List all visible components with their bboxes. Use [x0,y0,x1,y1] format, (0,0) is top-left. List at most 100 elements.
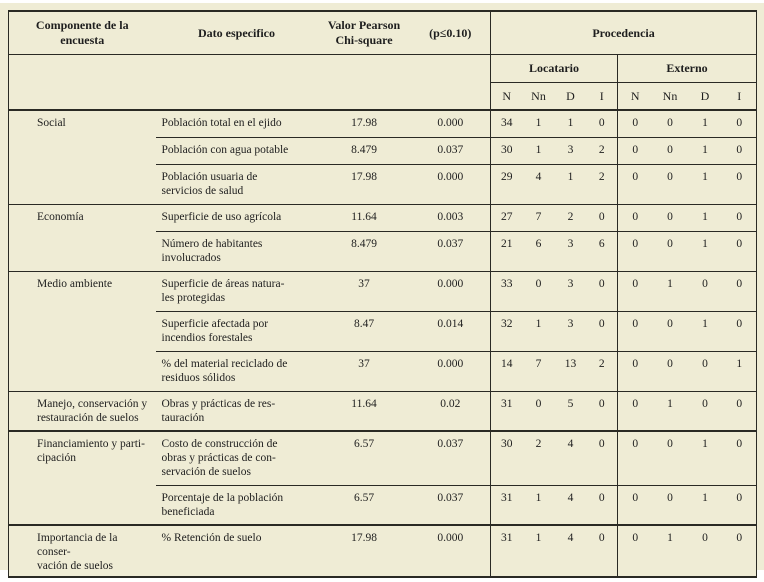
cell-externo-d: 1 [687,163,723,204]
cell-locatario-i: 0 [586,310,618,351]
cell-locatario-i: 0 [586,390,618,431]
table-row: Financiamiento y parti- cipación Costo de… [8,430,757,525]
cell-locatario-nn: 7 [522,203,555,231]
cell-dato: Costo de construcción de obras y práctic… [155,430,318,485]
cell-locatario-n: 31 [490,484,523,525]
cell-p: 0.000 [410,524,491,577]
cell-dato: Superficie de uso agrícola [155,203,318,231]
cell-locatario-d: 3 [554,270,587,311]
cell-locatario-d: 13 [554,350,587,391]
cell-dato: Número de habitantes involucrados [155,230,318,271]
cell-externo-n: 0 [617,230,653,271]
cell-dato: Superficie de áreas natura- les protegid… [155,270,318,311]
cell-locatario-n: 21 [490,230,523,271]
col-header-externo: Externo [617,54,757,83]
cell-locatario-i: 0 [586,484,618,525]
cell-dato: Población con agua potable [155,136,318,164]
cell-locatario-n: 31 [490,390,523,431]
cell-locatario-d: 3 [554,230,587,271]
cell-externo-n: 0 [617,109,653,137]
cell-p: 0.000 [410,350,491,391]
header-empty-cell [8,54,491,111]
cell-locatario-n: 34 [490,109,523,137]
cell-dato: Superficie afectada por incendios forest… [155,310,318,351]
cell-locatario-n: 14 [490,350,523,391]
cell-locatario-i: 2 [586,136,618,164]
cell-locatario-n: 32 [490,310,523,351]
cell-valor: 17.98 [317,109,411,137]
cell-p: 0.037 [410,430,491,485]
col-header-ext-i: I [722,82,757,111]
cell-dato: Población total en el ejido [155,109,318,137]
header-row-subcols: N Nn D I N Nn D I [9,82,757,111]
cell-p: 0.003 [410,203,491,231]
cell-locatario-n: 30 [490,136,523,164]
cell-valor: 37 [317,270,411,311]
table-row: Medio ambiente Superficie de áreas natura… [8,270,757,391]
cell-locatario-nn: 1 [522,484,555,525]
cell-externo-i: 0 [722,109,757,137]
cell-valor: 17.98 [317,163,411,204]
cell-p: 0.000 [410,270,491,311]
cell-locatario-nn: 1 [522,136,555,164]
cell-locatario-d: 2 [554,203,587,231]
col-header-loc-n: N [490,82,523,111]
table-header: Componente de la encuesta Dato especific… [8,11,757,111]
cell-externo-n: 0 [617,203,653,231]
cell-locatario-i: 0 [586,109,618,137]
table-row: Porcentaje de la población beneficiada 6.… [9,484,757,525]
cell-valor: 11.64 [317,390,411,431]
cell-externo-nn: 0 [652,136,688,164]
cell-valor: 6.57 [317,484,411,525]
cell-valor: 11.64 [317,203,411,231]
cell-externo-i: 0 [722,136,757,164]
cell-externo-nn: 1 [652,390,688,431]
cell-externo-nn: 0 [652,430,688,485]
cell-locatario-d: 1 [554,163,587,204]
cell-dato: % Retención de suelo [155,524,318,577]
cell-dato: % del material reciclado de residuos sól… [155,350,318,391]
cell-locatario-nn: 0 [522,270,555,311]
cell-externo-d: 0 [687,524,723,577]
cell-valor: 17.98 [317,524,411,577]
cell-locatario-i: 0 [586,430,618,485]
cell-locatario-n: 31 [490,524,523,577]
cell-externo-i: 0 [722,203,757,231]
cell-externo-n: 0 [617,350,653,391]
table-row: % del material reciclado de residuos sól… [9,350,757,391]
paper-background: Componente de la encuesta Dato especific… [0,3,764,578]
cell-externo-nn: 1 [652,270,688,311]
cell-externo-n: 0 [617,270,653,311]
cell-externo-d: 1 [687,430,723,485]
cell-componente: Financiamiento y parti- cipación [8,430,156,525]
cell-valor: 37 [317,350,411,391]
cell-locatario-n: 27 [490,203,523,231]
cell-externo-d: 1 [687,230,723,271]
cell-externo-i: 0 [722,484,757,525]
cell-p: 0.037 [410,136,491,164]
table-row: Población usuaria de servicios de salud 1… [9,163,757,204]
table-row: Población con agua potable 8.479 0.037 30 1 3… [9,136,757,164]
table-row: Economía Superficie de uso agrícola 11.64 0… [8,203,757,271]
col-header-componente: Componente de la encuesta [8,11,156,55]
cell-locatario-d: 4 [554,430,587,485]
cell-componente: Manejo, conservación y restauración de s… [8,390,156,431]
cell-locatario-d: 5 [554,390,587,431]
cell-externo-nn: 0 [652,109,688,137]
table-row: Importancia de la conser- vación de suel… [8,524,757,577]
cell-externo-nn: 0 [652,230,688,271]
cell-locatario-i: 2 [586,163,618,204]
cell-externo-d: 1 [687,109,723,137]
cell-externo-i: 0 [722,524,757,577]
cell-p: 0.000 [410,163,491,204]
cell-componente: Social [8,109,156,204]
cell-locatario-d: 4 [554,524,587,577]
cell-externo-nn: 0 [652,163,688,204]
cell-p: 0.014 [410,310,491,351]
cell-externo-i: 0 [722,230,757,271]
cell-externo-d: 0 [687,390,723,431]
cell-p: 0.037 [410,230,491,271]
cell-locatario-n: 30 [490,430,523,485]
cell-valor: 8.479 [317,230,411,271]
